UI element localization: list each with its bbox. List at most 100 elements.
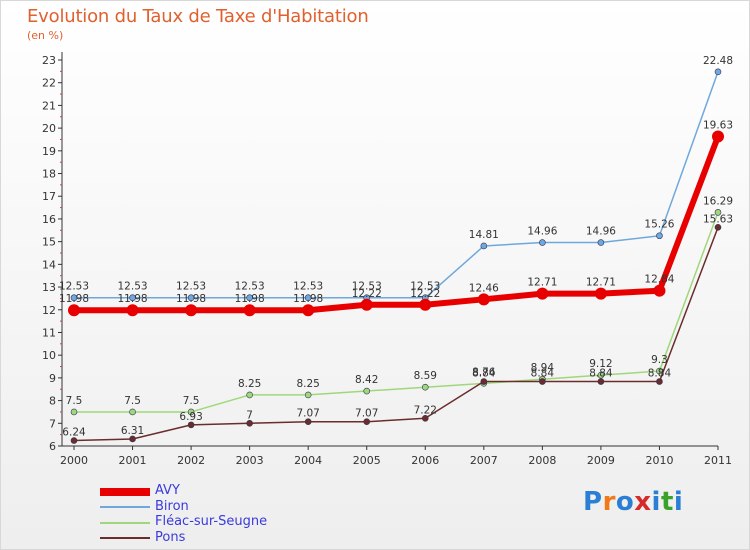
y-tick-label: 20: [42, 122, 56, 135]
data-point: [714, 68, 722, 76]
data-label: 8.84: [648, 368, 672, 380]
data-label: 8.59: [414, 370, 437, 382]
data-point: [304, 418, 312, 426]
data-point: [187, 408, 195, 416]
legend-swatch: [100, 487, 150, 496]
legend-label: AVY: [155, 483, 180, 498]
y-tick-label: 22: [42, 77, 56, 90]
x-tick-label: 2011: [704, 454, 732, 467]
data-label: 12.22: [410, 288, 440, 300]
data-point: [187, 421, 195, 429]
data-point: [539, 378, 546, 385]
data-point: [70, 408, 78, 416]
legend-swatch: [100, 506, 150, 509]
x-tick-label: 2006: [411, 454, 439, 467]
data-label: 15.63: [703, 213, 733, 225]
y-tick-label: 14: [42, 258, 56, 271]
logo-letter: t: [660, 487, 674, 517]
data-point: [304, 391, 312, 399]
x-tick-label: 2002: [177, 454, 205, 467]
data-label: 14.81: [469, 229, 499, 241]
data-label: 12.53: [235, 281, 265, 293]
data-point: [597, 378, 605, 385]
data-label: 8.25: [238, 378, 261, 390]
data-label: 16.29: [703, 195, 733, 207]
y-tick-label: 15: [42, 236, 56, 249]
data-label: 11.98: [59, 293, 89, 305]
data-point: [536, 287, 549, 300]
y-tick-label: 8: [49, 395, 56, 408]
data-point: [185, 304, 198, 317]
y-tick-label: 16: [42, 213, 56, 226]
data-label: 11.98: [176, 293, 206, 305]
x-tick-label: 2003: [236, 454, 264, 467]
y-tick-label: 11: [42, 326, 56, 339]
data-label: 12.53: [293, 281, 323, 293]
series-line-biron: [74, 71, 719, 299]
y-tick-label: 6: [49, 440, 56, 453]
data-label: 6.24: [62, 427, 86, 439]
data-point: [129, 294, 136, 302]
data-label: 7.5: [124, 395, 141, 407]
data-label: 8.42: [355, 374, 378, 386]
y-tick-label: 12: [42, 304, 56, 317]
data-label: 12.53: [118, 281, 148, 293]
x-tick-label: 2005: [353, 454, 381, 467]
data-label: 14.96: [586, 226, 616, 238]
logo-letter: r: [602, 487, 616, 517]
y-tick-label: 19: [42, 145, 56, 158]
data-label: 7.5: [66, 395, 83, 407]
x-tick-label: 2007: [470, 454, 498, 467]
data-point: [421, 383, 429, 391]
data-label: 8.84: [472, 368, 496, 380]
data-point: [656, 367, 663, 375]
data-point: [246, 391, 253, 399]
data-point: [714, 209, 722, 216]
data-label: 12.53: [176, 281, 206, 293]
data-point: [363, 418, 371, 426]
data-label: 12.53: [352, 281, 382, 293]
data-point: [70, 294, 78, 302]
x-tick-label: 2004: [294, 454, 322, 467]
data-point: [419, 298, 432, 311]
data-point: [302, 304, 315, 317]
data-label: 12.84: [644, 274, 674, 286]
data-point: [363, 387, 371, 395]
data-label: 7.07: [296, 408, 319, 420]
data-label: 6.31: [121, 425, 144, 437]
data-label: 12.22: [352, 288, 382, 300]
data-point: [480, 378, 488, 385]
y-tick-label: 7: [49, 417, 56, 430]
data-point: [70, 437, 78, 444]
series-line-fl-ac-sur-seugne: [74, 212, 719, 413]
data-label: 12.46: [469, 282, 499, 294]
x-tick-label: 2001: [119, 454, 147, 467]
x-tick-label: 2008: [528, 454, 556, 467]
data-label: 9.3: [651, 354, 668, 366]
data-point: [421, 414, 429, 422]
data-label: 14.96: [527, 226, 557, 238]
data-point: [243, 304, 256, 317]
data-label: 7.5: [183, 395, 200, 407]
y-tick-label: 21: [42, 99, 56, 112]
data-label: 7.07: [355, 408, 378, 420]
data-point: [68, 304, 80, 317]
data-label: 12.71: [586, 277, 616, 289]
data-label: 9.12: [589, 358, 612, 370]
logo-letter: i: [673, 487, 684, 517]
data-point: [304, 294, 312, 302]
data-label: 12.53: [59, 281, 89, 293]
data-point: [656, 378, 663, 385]
data-point: [539, 239, 546, 246]
data-label: 11.98: [235, 293, 265, 305]
legend-swatch: [100, 537, 150, 540]
series-line-avy: [74, 135, 721, 314]
data-label: 12.53: [410, 281, 440, 293]
logo-letter: i: [651, 487, 661, 517]
data-point: [714, 224, 722, 231]
data-point: [594, 287, 607, 300]
data-label: 6.93: [179, 411, 202, 423]
series-line-pons: [73, 227, 719, 442]
